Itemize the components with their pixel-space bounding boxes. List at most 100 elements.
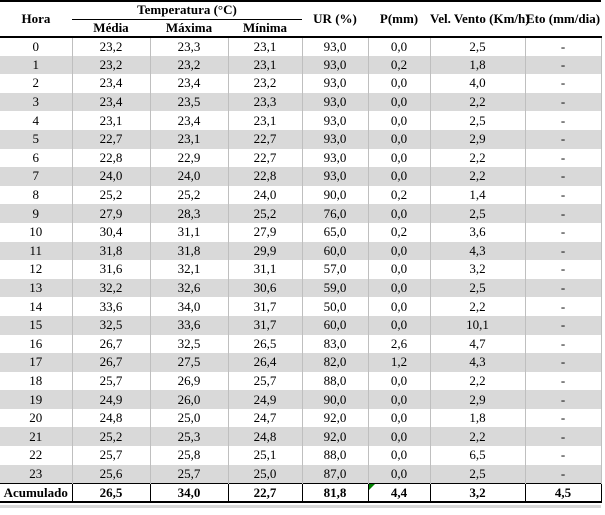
cell-p: 0,0	[367, 92, 431, 112]
cell-vel-vento: 10,1	[429, 315, 526, 335]
cell-hora: 8	[32, 187, 40, 203]
cell-hora: 4	[32, 112, 40, 128]
cell-ur: 83,0	[301, 334, 369, 354]
cell-media: 33,6	[71, 297, 150, 316]
cell-media: 31,8	[71, 241, 150, 261]
cell-maxima: 24,0	[149, 167, 228, 186]
table-row: 3 23,4 23,5 23,3 93,0 0,0 2,2-	[0, 92, 602, 112]
cell-vel-vento: 4,3	[429, 353, 526, 372]
table-row: 7 24,0 24,0 22,8 93,0 0,0 2,2-	[0, 167, 602, 186]
cell-vel-vento: 2,2	[429, 427, 526, 447]
cell-maxima: 25,8	[149, 446, 228, 465]
cell-media: 24,9	[71, 390, 150, 409]
table-row: 13 32,2 32,6 30,6 59,0 0,0 2,5-	[0, 278, 602, 298]
cell-vel-vento: 2,2	[429, 148, 526, 168]
cell-p: 0,0	[367, 464, 431, 484]
cell-maxima: 31,8	[149, 241, 228, 261]
footer-cell-vel-vento: 3,2	[429, 482, 526, 504]
cell-media: 25,2	[71, 427, 150, 447]
cell-eto: -	[524, 74, 602, 93]
cell-media: 26,7	[71, 353, 150, 372]
cell-ur: 88,0	[301, 446, 369, 465]
cell-eto: -	[524, 278, 602, 298]
cell-minima: 31,7	[227, 315, 303, 335]
cell-minima: 24,8	[227, 427, 303, 447]
cell-ur: 88,0	[301, 371, 369, 391]
cell-media: 26,7	[71, 334, 150, 354]
cell-ur: 65,0	[301, 222, 369, 242]
cell-minima: 26,4	[227, 353, 303, 372]
cell-minima: 22,7	[227, 148, 303, 168]
table-row: 21 25,2 25,3 24,8 92,0 0,0 2,2-	[0, 427, 602, 447]
cell-ur: 93,0	[301, 92, 369, 112]
cell-vel-vento: 1,8	[429, 55, 526, 75]
cell-maxima: 33,6	[149, 315, 228, 335]
cell-eto: -	[524, 260, 602, 279]
cell-ur: 82,0	[301, 353, 369, 372]
cell-hora: 20	[29, 410, 43, 426]
table-row: 22 25,7 25,8 25,1 88,0 0,0 6,5-	[0, 446, 602, 465]
table-row: 23 25,6 25,7 25,0 87,0 0,0 2,5-	[0, 464, 602, 484]
cell-maxima: 25,3	[149, 427, 228, 447]
cell-media: 25,7	[71, 371, 150, 391]
cell-p: 0,0	[367, 204, 431, 223]
cell-maxima: 31,1	[149, 222, 228, 242]
cell-media: 32,5	[71, 315, 150, 335]
cell-media: 30,4	[71, 222, 150, 242]
cell-eto: -	[524, 185, 602, 205]
cell-p: 0,0	[367, 427, 431, 447]
cell-media: 23,4	[71, 74, 150, 93]
cell-vel-vento: 2,5	[429, 204, 526, 223]
cell-minima: 31,1	[227, 260, 303, 279]
cell-vel-vento: 3,2	[429, 260, 526, 279]
cell-minima: 23,1	[227, 37, 303, 56]
table-header: Hora Temperatura (°C) UR (%) P(mm) Vel. …	[0, 1, 602, 38]
cell-media: 22,8	[71, 148, 150, 168]
cell-maxima: 25,2	[149, 185, 228, 205]
cell-vel-vento: 2,2	[429, 167, 526, 186]
cell-maxima: 32,1	[149, 260, 228, 279]
cell-eto: -	[524, 92, 602, 112]
cell-ur: 93,0	[301, 55, 369, 75]
table-row: 15 32,5 33,6 31,7 60,0 0,0 10,1-	[0, 315, 602, 335]
footer-cell-eto: 4,5	[524, 482, 602, 504]
footer-cell-ur: 81,8	[301, 482, 369, 504]
column-header-vel-vento: Vel. Vento (Km/h)	[430, 1, 530, 38]
cell-p: 0,0	[367, 297, 431, 316]
cell-media: 23,1	[71, 111, 150, 130]
cell-media: 25,6	[71, 464, 150, 484]
cell-eto: -	[524, 37, 602, 56]
footer-cell-p: 4,4	[367, 482, 431, 504]
cell-hora: 10	[29, 224, 43, 240]
cell-minima: 24,7	[227, 408, 303, 428]
table-row: 1 23,2 23,2 23,1 93,0 0,2 1,8-	[0, 55, 602, 75]
column-header-maxima: Máxima	[150, 19, 228, 38]
cell-p: 0,0	[367, 37, 431, 56]
cell-ur: 93,0	[301, 37, 369, 56]
table-row: 5 22,7 23,1 22,7 93,0 0,0 2,9-	[0, 129, 602, 149]
cell-eto: -	[524, 148, 602, 168]
cell-hora: 6	[32, 149, 40, 165]
cell-media: 23,2	[71, 55, 150, 75]
cell-maxima: 23,1	[149, 129, 228, 149]
cell-hora: 14	[29, 298, 43, 314]
cell-media: 27,9	[71, 204, 150, 223]
cell-vel-vento: 2,2	[429, 371, 526, 391]
cell-eto: -	[524, 111, 602, 130]
cell-hora: 7	[32, 168, 40, 184]
cell-hora: 9	[32, 205, 40, 221]
cell-p: 0,0	[367, 129, 431, 149]
cell-hora: 19	[29, 391, 43, 407]
next-row-sliver	[0, 505, 601, 509]
cell-minima: 22,8	[227, 167, 303, 186]
cell-eto: -	[524, 315, 602, 335]
cell-eto: -	[524, 390, 602, 409]
cell-hora: 5	[32, 131, 40, 147]
cell-maxima: 22,9	[149, 148, 228, 168]
column-header-hora: Hora	[0, 1, 72, 38]
cell-media: 31,6	[71, 260, 150, 279]
cell-minima: 23,1	[227, 55, 303, 75]
cell-minima: 31,7	[227, 297, 303, 316]
cell-minima: 24,9	[227, 390, 303, 409]
